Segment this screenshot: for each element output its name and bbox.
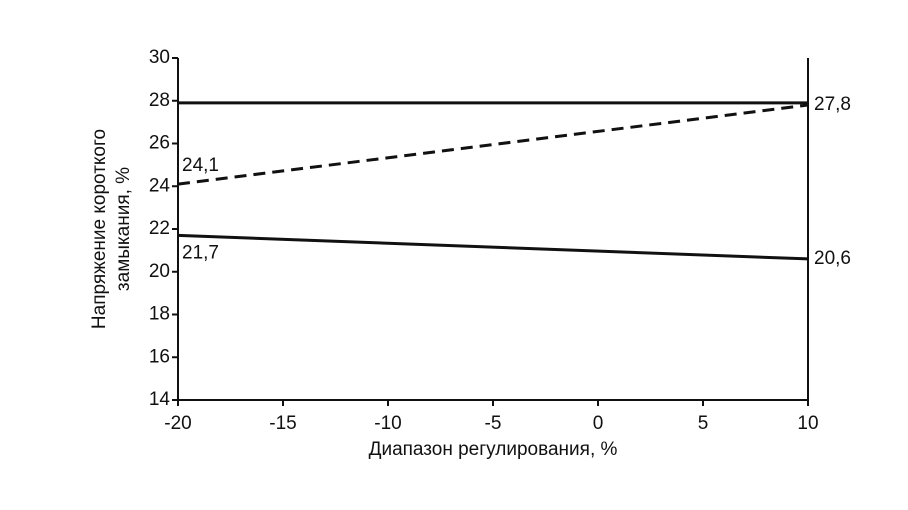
x-tick-label: 5 — [698, 413, 709, 434]
x-tick-label: -10 — [374, 413, 401, 434]
x-axis-label: Диапазон регулирования, % — [369, 439, 618, 460]
x-tick-label: 10 — [797, 413, 818, 434]
value-label: 21,7 — [182, 242, 219, 263]
y-tick-label: 26 — [149, 133, 170, 154]
y-axis-label-line: Напряжение короткого — [89, 129, 110, 329]
y-tick-label: 18 — [149, 304, 170, 325]
y-axis-label: Напряжение короткого замыкания, % — [89, 129, 134, 329]
value-label: 27,8 — [814, 94, 851, 115]
x-tick-label: -20 — [164, 413, 191, 434]
y-tick-label: 30 — [149, 47, 170, 68]
y-axis-label-line: замыкания, % — [113, 167, 134, 291]
series-line — [177, 233, 809, 261]
y-tick-label: 28 — [149, 90, 170, 111]
x-tick-label: 0 — [593, 413, 604, 434]
x-tick-label: -5 — [485, 413, 502, 434]
value-label: 24,1 — [182, 155, 219, 176]
series-line — [177, 103, 809, 186]
y-tick-label: 24 — [149, 175, 171, 196]
y-tick-label: 16 — [149, 346, 170, 367]
y-tick-label: 22 — [149, 218, 170, 239]
value-label: 20,6 — [814, 248, 851, 269]
y-tick-label: 14 — [149, 389, 171, 410]
y-tick-label: 20 — [149, 261, 170, 282]
x-tick-label: -15 — [269, 413, 296, 434]
